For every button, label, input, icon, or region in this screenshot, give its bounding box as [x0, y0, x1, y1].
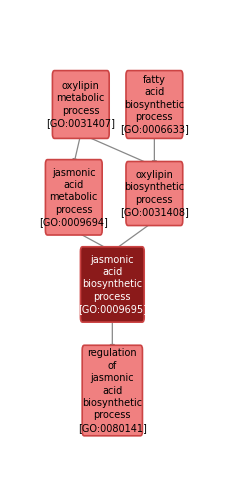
Text: regulation
of
jasmonic
acid
biosynthetic
process
[GO:0080141]: regulation of jasmonic acid biosynthetic… — [78, 348, 146, 433]
Text: fatty
acid
biosynthetic
process
[GO:0006633]: fatty acid biosynthetic process [GO:0006… — [119, 75, 188, 134]
FancyBboxPatch shape — [125, 70, 182, 138]
Text: oxylipin
metabolic
process
[GO:0031407]: oxylipin metabolic process [GO:0031407] — [46, 81, 115, 128]
Text: jasmonic
acid
metabolic
process
[GO:0009694]: jasmonic acid metabolic process [GO:0009… — [39, 167, 108, 227]
FancyBboxPatch shape — [80, 247, 144, 322]
FancyBboxPatch shape — [52, 70, 109, 138]
FancyBboxPatch shape — [82, 345, 142, 436]
Text: oxylipin
biosynthetic
process
[GO:0031408]: oxylipin biosynthetic process [GO:003140… — [119, 170, 188, 217]
Text: jasmonic
acid
biosynthetic
process
[GO:0009695]: jasmonic acid biosynthetic process [GO:0… — [77, 255, 146, 314]
FancyBboxPatch shape — [125, 161, 182, 225]
FancyBboxPatch shape — [45, 159, 102, 235]
